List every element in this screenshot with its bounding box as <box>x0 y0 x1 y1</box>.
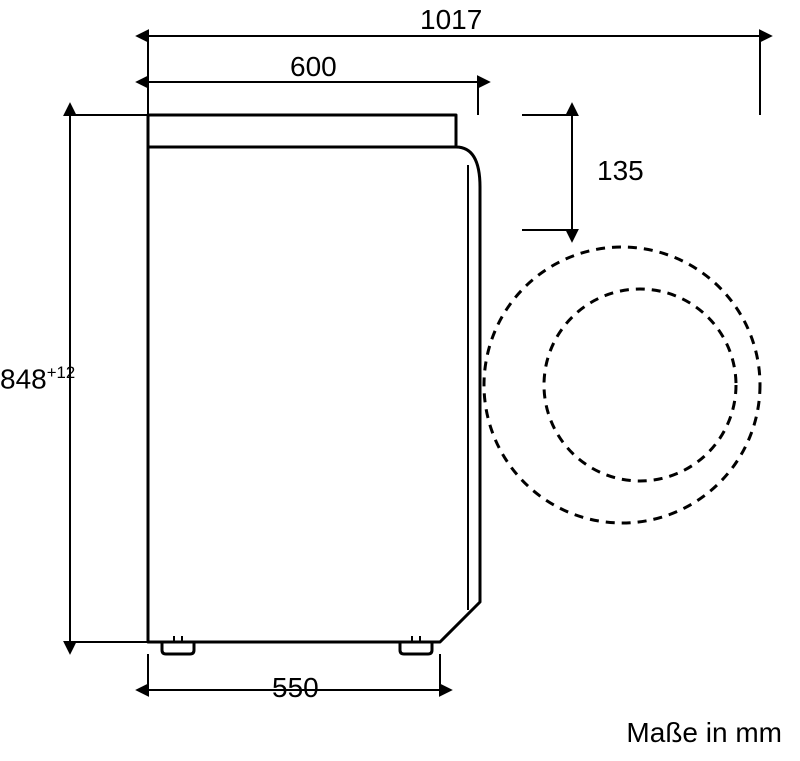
dim-bottom-width: 550 <box>272 672 319 704</box>
appliance-outline <box>148 115 480 642</box>
door-swing-outer <box>484 247 760 523</box>
dim-top-depth: 600 <box>290 51 337 83</box>
dim-overall-width: 1017 <box>420 4 482 36</box>
dim-height: 848+12 <box>0 363 75 395</box>
unit-note: Maße in mm <box>626 717 782 749</box>
door-swing-inner <box>544 289 736 481</box>
foot <box>400 642 432 654</box>
foot <box>162 642 194 654</box>
dim-door-top: 135 <box>597 155 644 187</box>
